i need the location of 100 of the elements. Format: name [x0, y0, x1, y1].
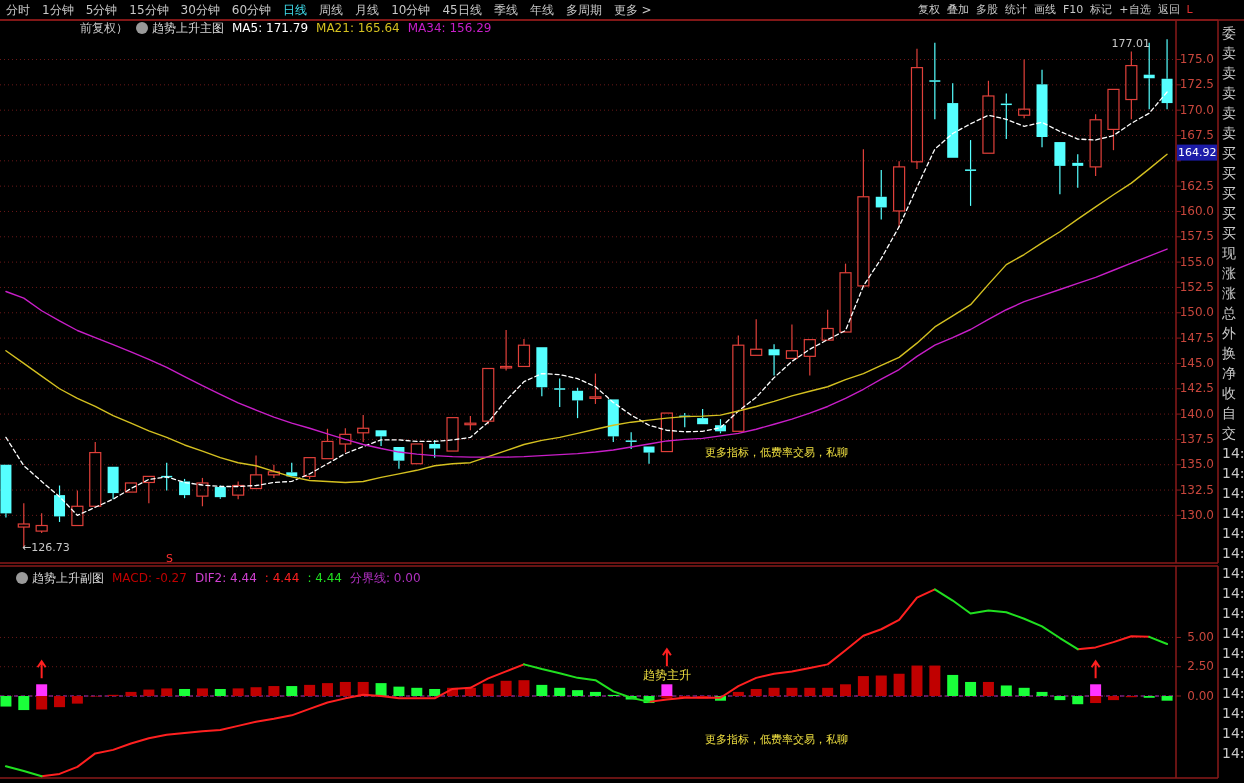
text: MA5: 171.79: [232, 20, 309, 35]
text: 委: [1222, 25, 1236, 41]
y-tick-label: 152.5: [1179, 279, 1214, 294]
y-tick-label: 137.5: [1179, 431, 1214, 446]
text: 5分钟: [85, 2, 118, 17]
y-tick-label: 162.5: [1179, 178, 1214, 193]
text: F10: [1063, 3, 1084, 16]
text: 买: [1222, 145, 1236, 161]
text: 卖: [1222, 125, 1236, 141]
text: 周线: [319, 2, 344, 17]
text: 统计: [1005, 3, 1027, 16]
annotation: 177.01: [1111, 37, 1150, 50]
text: 14:: [1222, 725, 1244, 741]
text: 164.92: [1178, 145, 1217, 159]
y-tick-label: 167.5: [1179, 127, 1214, 142]
text: 多周期: [565, 2, 602, 17]
text: 收: [1222, 385, 1236, 401]
text: 14:: [1222, 745, 1244, 761]
annotation: ←126.73: [22, 541, 70, 554]
text: 自: [1222, 405, 1236, 421]
text: 涨: [1222, 265, 1236, 281]
text: : 4.44: [264, 570, 300, 585]
text: 14:: [1222, 605, 1244, 621]
text: MA34: 156.29: [407, 20, 492, 35]
text: 涨: [1222, 285, 1236, 301]
text: MA21: 165.64: [316, 20, 400, 35]
text: 叠加: [947, 3, 969, 16]
text: 换: [1222, 345, 1236, 361]
y-tick-label: 142.5: [1179, 381, 1214, 396]
annotation: 前复权）: [80, 20, 128, 35]
text: 更多 >: [613, 2, 652, 17]
y-tick-label: 145.0: [1179, 355, 1214, 370]
y-tick-label: 130.0: [1179, 507, 1214, 522]
y-tick-label: 175.0: [1179, 52, 1214, 67]
ref-line-label: 分界线: 0.00: [349, 570, 421, 585]
text: 买: [1222, 205, 1236, 221]
text: 标记: [1089, 3, 1113, 16]
text: 14:: [1222, 625, 1244, 641]
text: 14:: [1222, 505, 1244, 521]
text: 卖: [1222, 65, 1236, 81]
text: 45日线: [442, 2, 482, 17]
text: 1分钟: [42, 2, 74, 17]
chart-title: 趋势上升主图: [152, 20, 224, 35]
y-tick-label: 5.00: [1187, 629, 1214, 644]
text: 外: [1222, 325, 1236, 341]
text: 季线: [493, 2, 518, 17]
text: : 4.44: [307, 570, 342, 585]
text: 年线: [529, 2, 554, 17]
text: 14:: [1222, 705, 1244, 721]
y-tick-label: 157.5: [1179, 229, 1214, 244]
text: 多股: [976, 3, 998, 16]
text: 画线: [1034, 3, 1056, 16]
text: 卖: [1222, 105, 1236, 121]
annotation: 更多指标，低费率交易，私聊: [705, 733, 848, 746]
text: 复权: [918, 3, 940, 16]
text: MACD: -0.27: [112, 570, 187, 585]
text: 10分钟: [391, 2, 431, 17]
y-tick-label: 170.0: [1179, 102, 1214, 117]
y-tick-label: 150.0: [1179, 305, 1214, 320]
text: 交: [1222, 425, 1236, 441]
y-tick-label: 147.5: [1179, 330, 1214, 345]
text: 买: [1222, 225, 1236, 241]
text: 现: [1222, 245, 1236, 261]
data-label: 趋势主升: [642, 667, 691, 682]
text: 14:: [1222, 485, 1244, 501]
annotation: S: [166, 552, 173, 565]
text: 30分钟: [180, 2, 220, 17]
annotation: 更多指标，低费率交易，私聊: [705, 446, 848, 459]
text: 净: [1222, 365, 1236, 381]
y-tick-label: 132.5: [1179, 482, 1214, 497]
text: 14:: [1222, 665, 1244, 681]
text: 买: [1222, 165, 1236, 181]
y-tick-label: 160.0: [1179, 203, 1214, 218]
text: 卖: [1222, 85, 1236, 101]
text: 15分钟: [129, 2, 169, 17]
text: 分时: [6, 2, 30, 17]
y-tick-label: 135.0: [1179, 457, 1214, 472]
text: 14:: [1222, 525, 1244, 541]
text: +自选: [1119, 3, 1151, 16]
text: 14:: [1222, 545, 1244, 561]
text: 日线: [283, 2, 308, 17]
text: 14:: [1222, 465, 1244, 481]
text: 返回: [1157, 3, 1180, 16]
text: L: [1186, 3, 1194, 16]
text: 14:: [1222, 585, 1244, 601]
text: 14:: [1222, 445, 1244, 461]
annotation: DIF2: 4.44: [194, 570, 257, 585]
text: 14:: [1222, 645, 1244, 661]
text: 买: [1222, 185, 1236, 201]
y-tick-label: 0.00: [1187, 688, 1214, 703]
text: 60分钟: [231, 2, 272, 17]
y-tick-label: 140.0: [1179, 406, 1214, 421]
text: 14:: [1222, 565, 1244, 581]
text: 月线: [355, 2, 380, 17]
y-tick-label: 2.50: [1187, 659, 1214, 674]
y-tick-label: 155.0: [1179, 254, 1214, 269]
chart-title: 趋势上升副图: [32, 570, 104, 585]
y-tick-label: 172.5: [1179, 77, 1214, 92]
text: 14:: [1222, 685, 1244, 701]
text: 总: [1221, 305, 1236, 321]
